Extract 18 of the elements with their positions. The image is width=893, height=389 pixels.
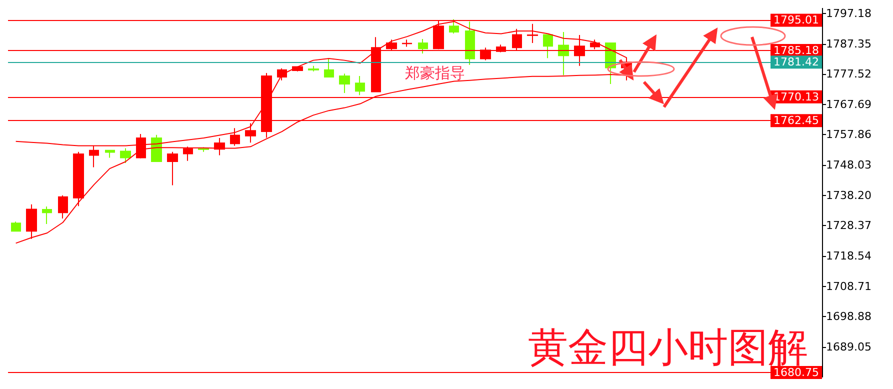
- ref-line-label: 1785.18: [774, 44, 819, 58]
- ref-line-label: 1762.45: [774, 114, 819, 128]
- ref-line-label: 1781.42: [774, 56, 819, 69]
- y-tick-label: 1708.71: [826, 280, 872, 293]
- y-tick-label: 1728.37: [826, 219, 872, 232]
- y-tick-label: 1797.18: [826, 7, 872, 20]
- ref-line-label: 1770.13: [774, 90, 819, 104]
- y-tick-label: 1718.54: [826, 250, 872, 262]
- ref-line-label: 1795.01: [774, 14, 819, 27]
- y-tick-label: 1689.05: [826, 340, 872, 354]
- y-tick-label: 1757.86: [826, 128, 872, 142]
- annotation: 郑豪指导: [405, 64, 465, 83]
- y-tick-label: 1787.35: [826, 37, 872, 50]
- y-tick-label: 1767.69: [826, 98, 872, 111]
- y-tick-label: 1777.52: [826, 68, 872, 81]
- y-tick-label: 1698.88: [826, 310, 872, 324]
- y-tick-label: 1748.03: [826, 158, 872, 172]
- y-tick-label: 1738.20: [826, 188, 872, 202]
